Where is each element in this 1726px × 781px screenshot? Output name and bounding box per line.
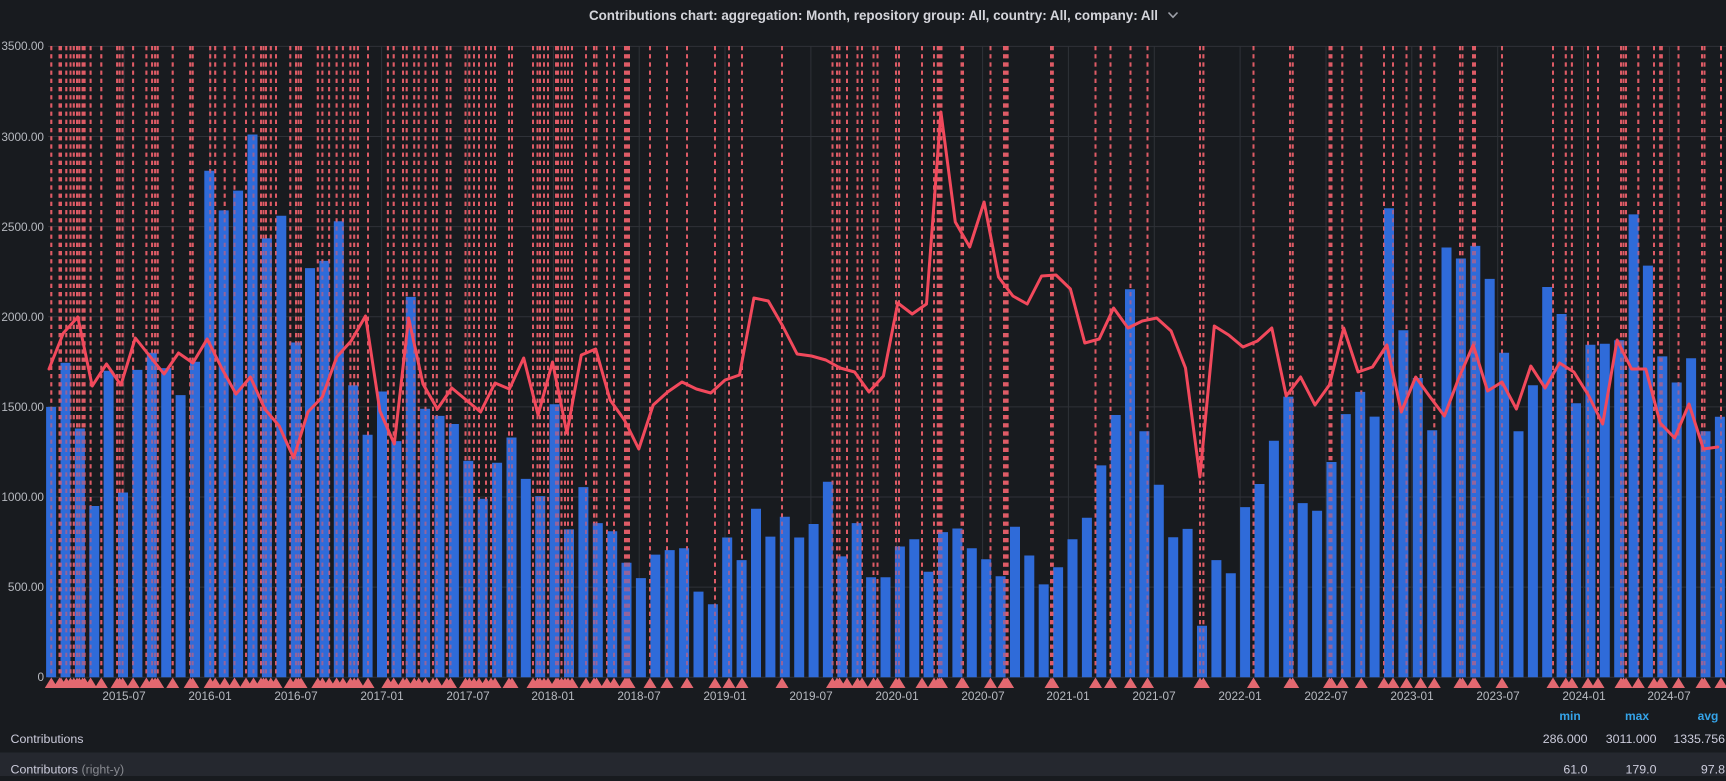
svg-text:0: 0 <box>37 670 44 684</box>
svg-text:2016-07: 2016-07 <box>274 689 317 703</box>
svg-text:2022-01: 2022-01 <box>1218 689 1261 703</box>
svg-text:3000.00: 3000.00 <box>1 130 44 144</box>
svg-text:2023-07: 2023-07 <box>1476 689 1519 703</box>
svg-text:1500.00: 1500.00 <box>1 400 44 414</box>
svg-text:2015-07: 2015-07 <box>102 689 145 703</box>
svg-text:2000.00: 2000.00 <box>1 310 44 324</box>
svg-text:Contributors (right-y): Contributors (right-y) <box>11 763 125 777</box>
svg-text:2021-07: 2021-07 <box>1132 689 1175 703</box>
svg-text:2019-01: 2019-01 <box>703 689 746 703</box>
svg-text:2017-07: 2017-07 <box>446 689 489 703</box>
svg-text:97.8: 97.8 <box>1701 763 1725 777</box>
svg-text:2500.00: 2500.00 <box>1 220 44 234</box>
svg-text:2022-07: 2022-07 <box>1304 689 1347 703</box>
svg-text:Contributions: Contributions <box>11 732 84 746</box>
svg-text:61.0: 61.0 <box>1563 763 1587 777</box>
svg-text:2024-07: 2024-07 <box>1647 689 1690 703</box>
svg-text:2021-01: 2021-01 <box>1046 689 1089 703</box>
svg-text:500.00: 500.00 <box>8 580 45 594</box>
svg-text:2024-01: 2024-01 <box>1562 689 1605 703</box>
svg-text:avg: avg <box>1698 709 1719 723</box>
svg-text:179.0: 179.0 <box>1625 763 1656 777</box>
svg-text:2018-01: 2018-01 <box>531 689 574 703</box>
svg-text:Contributions chart: aggregati: Contributions chart: aggregation: Month,… <box>589 8 1158 23</box>
svg-text:2020-01: 2020-01 <box>875 689 918 703</box>
svg-text:3011.000: 3011.000 <box>1606 732 1657 746</box>
svg-text:3500.00: 3500.00 <box>1 39 44 53</box>
svg-text:2023-01: 2023-01 <box>1390 689 1433 703</box>
svg-text:2018-07: 2018-07 <box>617 689 660 703</box>
svg-text:1000.00: 1000.00 <box>1 490 44 504</box>
svg-text:286.000: 286.000 <box>1543 732 1588 746</box>
svg-text:2019-07: 2019-07 <box>789 689 832 703</box>
svg-text:2017-01: 2017-01 <box>360 689 403 703</box>
svg-text:2016-01: 2016-01 <box>188 689 231 703</box>
svg-text:1335.756: 1335.756 <box>1673 732 1725 746</box>
svg-text:min: min <box>1559 709 1580 723</box>
svg-text:2020-07: 2020-07 <box>961 689 1004 703</box>
svg-text:max: max <box>1625 709 1649 723</box>
